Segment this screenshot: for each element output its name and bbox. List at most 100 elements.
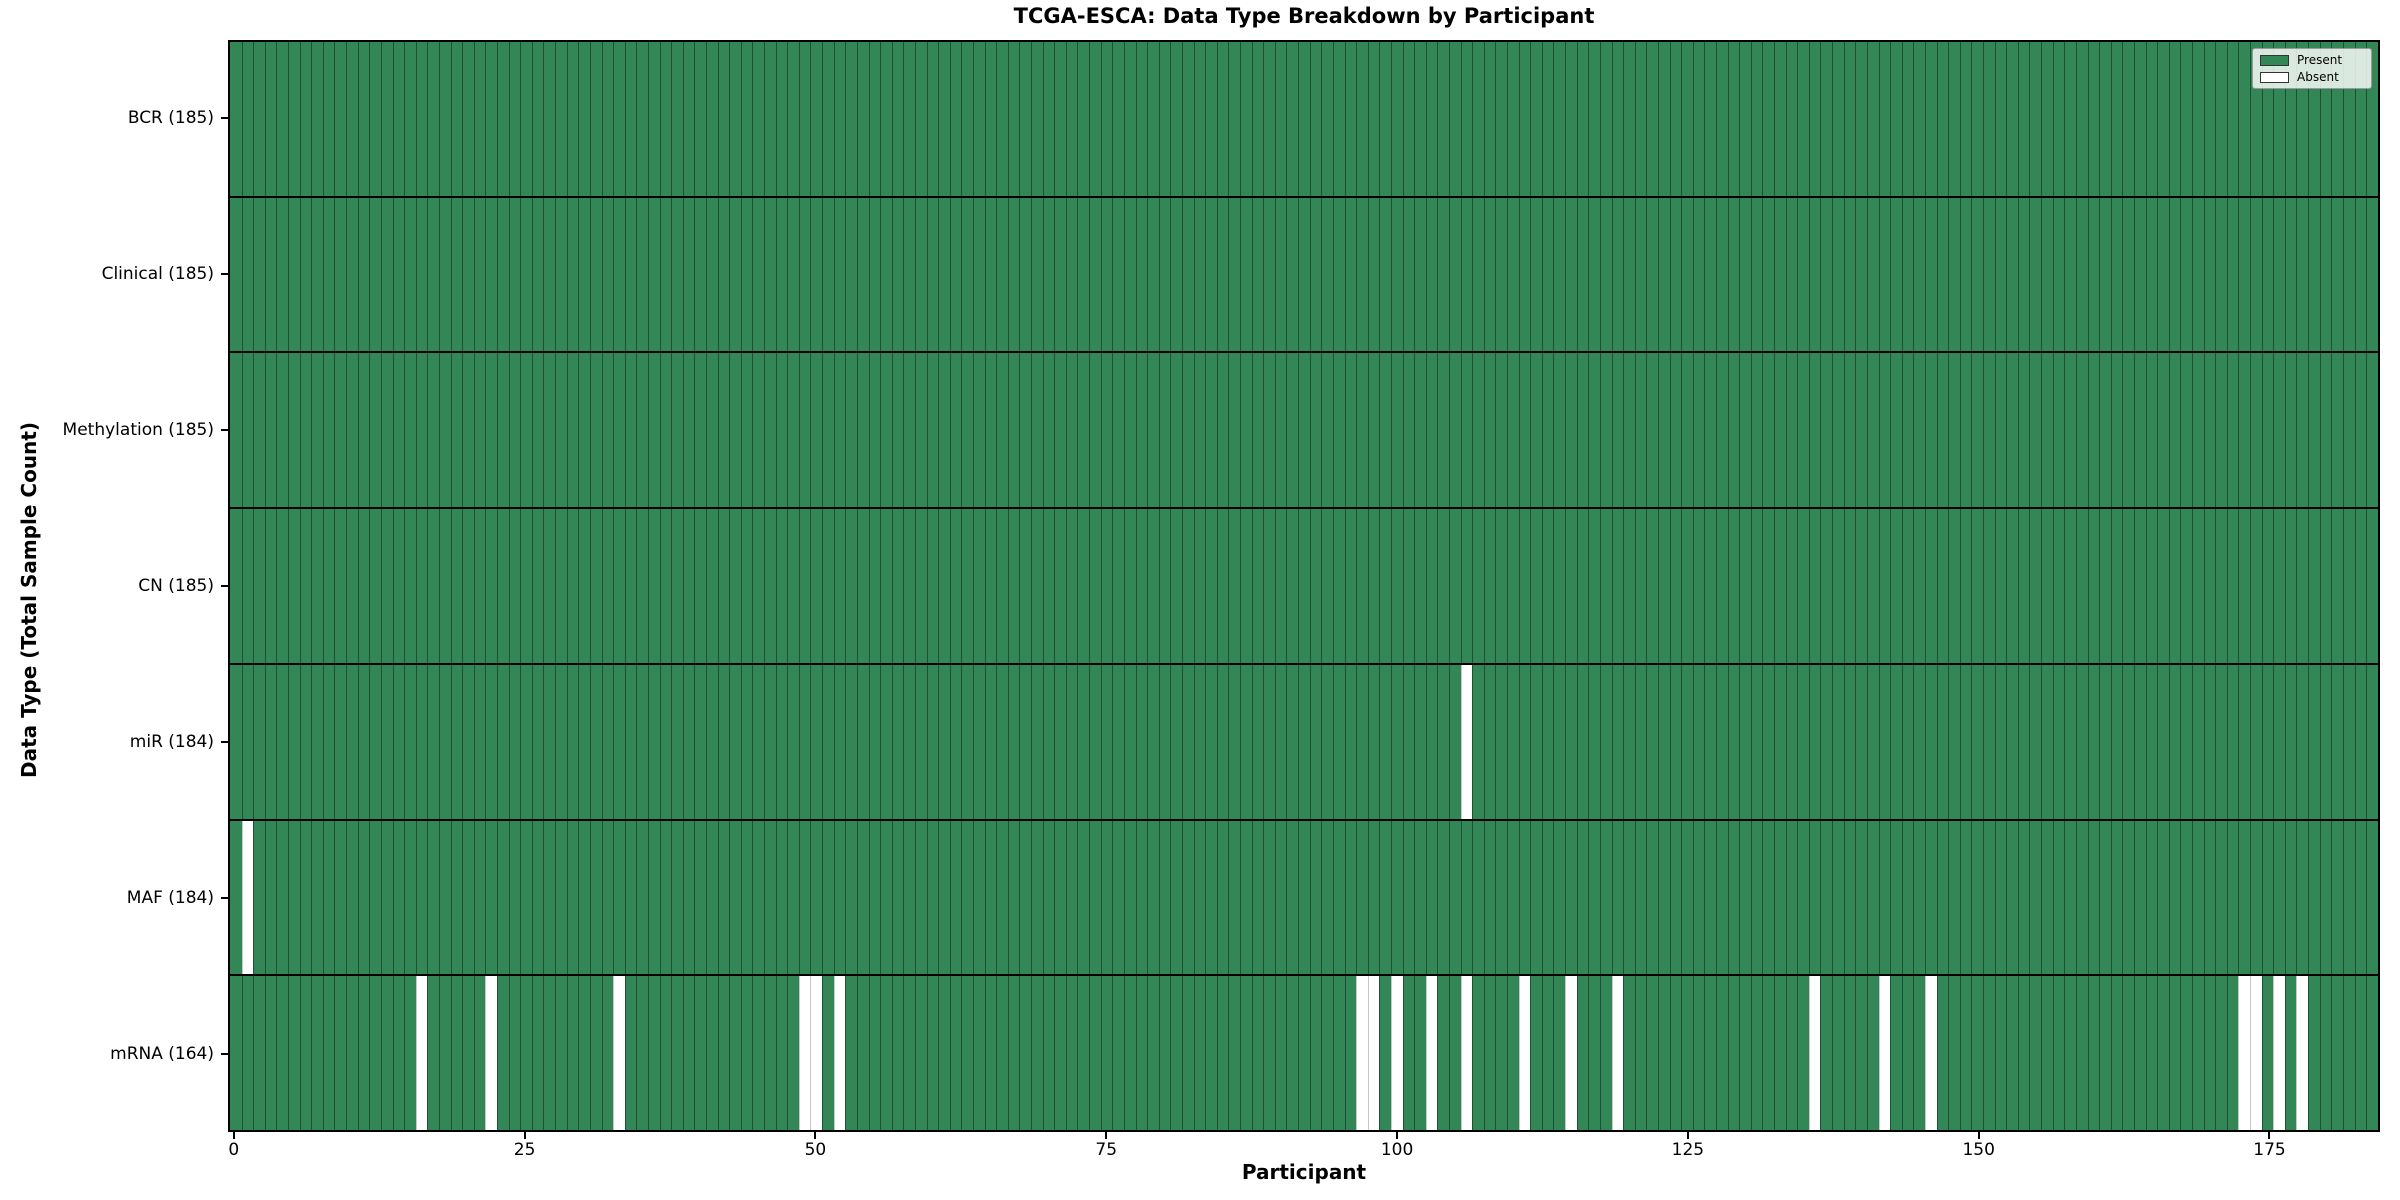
- heatmap-cell: [2308, 197, 2320, 352]
- heatmap-cell: [1216, 509, 1229, 663]
- heatmap-cell: [2075, 353, 2088, 508]
- heatmap-cell: [1901, 197, 1914, 352]
- heatmap-cell: [1936, 664, 1949, 819]
- heatmap-cell: [253, 664, 265, 819]
- heatmap-cell: [1611, 353, 1624, 508]
- heatmap-cell: [311, 509, 323, 663]
- heatmap-cell: [1669, 42, 1682, 196]
- heatmap-cell: [1774, 976, 1786, 1131]
- heatmap-cell: [694, 353, 706, 508]
- heatmap-cell: [1901, 820, 1914, 975]
- heatmap-cell: [2064, 509, 2076, 663]
- heatmap-cell: [996, 820, 1008, 975]
- heatmap-cell: [1460, 976, 1473, 1131]
- heatmap-cell: [2261, 820, 2274, 975]
- heatmap-cell: [601, 353, 614, 508]
- heatmap-cell: [1878, 509, 1891, 663]
- heatmap-cell: [694, 664, 706, 819]
- heatmap-cell: [705, 353, 718, 508]
- heatmap-cell: [2168, 42, 2181, 196]
- heatmap-cell: [2319, 42, 2332, 196]
- heatmap-cell: [1924, 42, 1937, 196]
- heatmap-cell: [1983, 353, 1995, 508]
- heatmap-cell: [1913, 42, 1925, 196]
- heatmap-cell: [253, 42, 265, 196]
- heatmap-cell: [1820, 664, 1833, 819]
- heatmap-cell: [1843, 976, 1856, 1131]
- heatmap-cell: [438, 42, 451, 196]
- heatmap-cell: [1657, 509, 1670, 663]
- heatmap-cell: [1414, 197, 1426, 352]
- heatmap-cell: [1425, 42, 1438, 196]
- heatmap-cell: [2029, 664, 2042, 819]
- heatmap-cell: [798, 509, 811, 663]
- heatmap-cell: [2110, 509, 2123, 663]
- heatmap-cell: [682, 820, 695, 975]
- heatmap-cell: [357, 509, 370, 663]
- heatmap-cell: [1042, 353, 1055, 508]
- heatmap-cell: [1100, 509, 1113, 663]
- heatmap-cell: [833, 976, 846, 1131]
- heatmap-cell: [1216, 353, 1229, 508]
- heatmap-cell: [2041, 353, 2053, 508]
- heatmap-cell: [1971, 42, 1984, 196]
- heatmap-cell: [1123, 664, 1136, 819]
- heatmap-cell: [2215, 509, 2227, 663]
- heatmap-cell: [299, 664, 312, 819]
- heatmap-cell: [1414, 664, 1426, 819]
- heatmap-cell: [1855, 197, 1867, 352]
- heatmap-cell: [427, 509, 439, 663]
- heatmap-cell: [1332, 353, 1345, 508]
- heatmap-cell: [2075, 820, 2088, 975]
- heatmap-cell: [1448, 353, 1461, 508]
- heatmap-cell: [380, 197, 393, 352]
- heatmap-cell: [1565, 820, 1577, 975]
- heatmap-cell: [2075, 976, 2088, 1131]
- heatmap-cell: [346, 509, 358, 663]
- heatmap-cell: [1727, 509, 1740, 663]
- heatmap-cell: [322, 509, 335, 663]
- heatmap-cell: [1031, 353, 1043, 508]
- heatmap-cell: [914, 664, 927, 819]
- heatmap-cell: [1367, 664, 1380, 819]
- heatmap-cell: [555, 509, 567, 663]
- heatmap-cell: [1216, 976, 1229, 1131]
- heatmap-cell: [2250, 509, 2262, 663]
- heatmap-cell: [2226, 509, 2239, 663]
- heatmap-cell: [1808, 664, 1821, 819]
- heatmap-cell: [1042, 976, 1055, 1131]
- heatmap-cell: [2145, 976, 2158, 1131]
- heatmap-cell: [1158, 664, 1171, 819]
- heatmap-cell: [903, 197, 915, 352]
- heatmap-cell: [1472, 509, 1484, 663]
- heatmap-cell: [938, 353, 950, 508]
- heatmap-cell: [636, 820, 648, 975]
- heatmap-cell: [659, 664, 672, 819]
- heatmap-cell: [647, 976, 660, 1131]
- heatmap-cell: [1147, 664, 1159, 819]
- heatmap-cell: [555, 664, 567, 819]
- heatmap-cell: [369, 820, 381, 975]
- heatmap-cell: [1820, 509, 1833, 663]
- heatmap-cell: [1657, 42, 1670, 196]
- heatmap-cell: [380, 664, 393, 819]
- heatmap-cell: [682, 353, 695, 508]
- heatmap-cell: [1193, 664, 1206, 819]
- heatmap-cell: [2261, 509, 2274, 663]
- heatmap-cell: [334, 197, 347, 352]
- heatmap-cell: [1448, 664, 1461, 819]
- heatmap-cell: [1205, 42, 1217, 196]
- heatmap-cell: [369, 509, 381, 663]
- heatmap-cell: [1077, 42, 1090, 196]
- heatmap-cell: [392, 820, 405, 975]
- heatmap-cell: [2017, 353, 2030, 508]
- heatmap-cell: [322, 42, 335, 196]
- heatmap-cell: [322, 976, 335, 1131]
- heatmap-cell: [903, 42, 915, 196]
- heatmap-cell: [2099, 42, 2111, 196]
- heatmap-cell: [694, 42, 706, 196]
- heatmap-cell: [1356, 820, 1368, 975]
- heatmap-cell: [1495, 976, 1508, 1131]
- heatmap-cell: [1390, 42, 1403, 196]
- heatmap-cell: [1785, 197, 1798, 352]
